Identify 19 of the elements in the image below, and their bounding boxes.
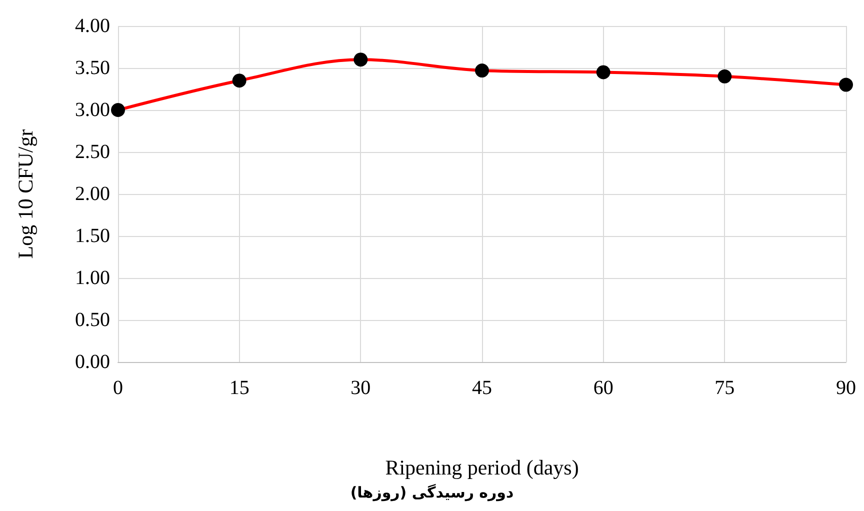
y-tick-label: 1.00 [75,267,110,289]
y-tick-label: 3.50 [75,57,110,79]
text: دوره رسیدگی (روزها) [350,484,514,502]
x-tick-label: 90 [836,377,856,399]
x-axis-title: Ripening period (days) [385,456,579,480]
x-tick-label: 75 [714,377,735,399]
y-tick-label: 0.50 [75,309,110,331]
y-tick-label: 0.00 [75,351,110,373]
y-tick-label: 1.50 [75,225,110,247]
y-tick-label: 4.00 [75,15,110,37]
y-axis-title: Log 10 CFU/gr [14,129,38,259]
y-tick-label: 2.50 [75,141,110,163]
x-tick-label: 60 [593,377,614,399]
x-tick-label: 15 [229,377,250,399]
x-tick-label: 0 [113,377,123,399]
y-tick-label: 3.00 [75,99,110,121]
x-tick-label: 30 [350,377,371,399]
x-tick-label: 45 [472,377,492,399]
y-tick-label: 2.00 [75,183,110,205]
